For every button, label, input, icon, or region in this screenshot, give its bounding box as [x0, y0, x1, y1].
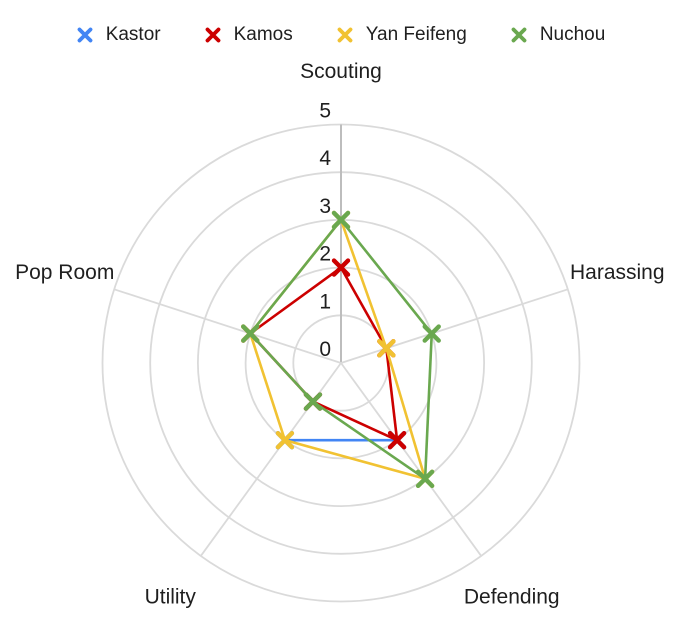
legend-marker-x-icon: [77, 27, 93, 43]
axis-label-pop-room: Pop Room: [15, 261, 114, 284]
series-yan-feifeng-marker-utility: [275, 430, 295, 450]
axis-spoke-utility: [200, 362, 342, 557]
series-yan-feifeng-segment-utility: [249, 333, 287, 441]
series-nuchou-marker-defending: [415, 469, 435, 488]
legend-marker-x-icon: [511, 27, 527, 43]
series-kamos-segment-scouting: [339, 266, 388, 349]
tick-label-2: 2: [319, 243, 331, 266]
legend-item-label: Kamos: [233, 24, 293, 45]
axis-spoke-harassing: [340, 288, 569, 364]
series-nuchou-segment-harassing: [423, 333, 434, 479]
series-yan-feifeng-segment-harassing: [385, 347, 427, 480]
axis-label-defending: Defending: [464, 586, 560, 609]
legend-item-label: Kastor: [105, 24, 161, 45]
tick-label-0: 0: [319, 338, 331, 361]
axis-spoke-pop-room: [113, 288, 342, 364]
legend-item-label: Yan Feifeng: [365, 24, 467, 45]
tick-label-4: 4: [319, 147, 331, 170]
legend-marker-x-icon: [205, 27, 221, 43]
series-kamos-marker-scouting: [331, 258, 351, 277]
series-yan-feifeng-marker-harassing: [377, 339, 396, 358]
tick-label-3: 3: [319, 195, 331, 218]
series-nuchou-marker-pop-room: [241, 324, 260, 343]
series-kamos-segment-pop-room: [249, 266, 342, 335]
legend: Kastor Kamos Yan Feifeng Nuchou: [0, 24, 682, 46]
series-nuchou-segment-defending: [312, 400, 426, 480]
series-nuchou-segment-scouting: [339, 219, 433, 335]
series-nuchou-segment-utility: [249, 332, 314, 403]
legend-item-nuchou[interactable]: Nuchou: [511, 24, 606, 46]
series-nuchou-marker-utility: [303, 392, 323, 411]
series-nuchou-marker-scouting: [331, 210, 351, 230]
series-yan-feifeng-segment-scouting: [339, 219, 388, 349]
series-nuchou-segment-pop-room: [249, 219, 343, 335]
legend-marker-x-icon: [337, 27, 353, 43]
legend-item-kastor[interactable]: Kastor: [77, 24, 161, 46]
axis-label-utility: Utility: [145, 586, 197, 609]
axis-spoke-defending: [340, 362, 482, 557]
series-kamos-marker-defending: [387, 430, 407, 450]
series-kamos-segment-harassing: [385, 348, 399, 441]
legend-item-kamos[interactable]: Kamos: [205, 24, 293, 46]
axis-label-harassing: Harassing: [570, 261, 665, 284]
series-yan-feifeng-segment-defending: [284, 438, 426, 481]
series-kamos-segment-defending: [312, 400, 398, 442]
axis-label-scouting: Scouting: [300, 60, 382, 83]
tick-label-5: 5: [319, 100, 331, 123]
series-nuchou-marker-harassing: [422, 324, 441, 343]
tick-label-1: 1: [319, 290, 331, 313]
legend-item-label: Nuchou: [539, 24, 606, 45]
legend-item-yan-feifeng[interactable]: Yan Feifeng: [337, 24, 467, 46]
